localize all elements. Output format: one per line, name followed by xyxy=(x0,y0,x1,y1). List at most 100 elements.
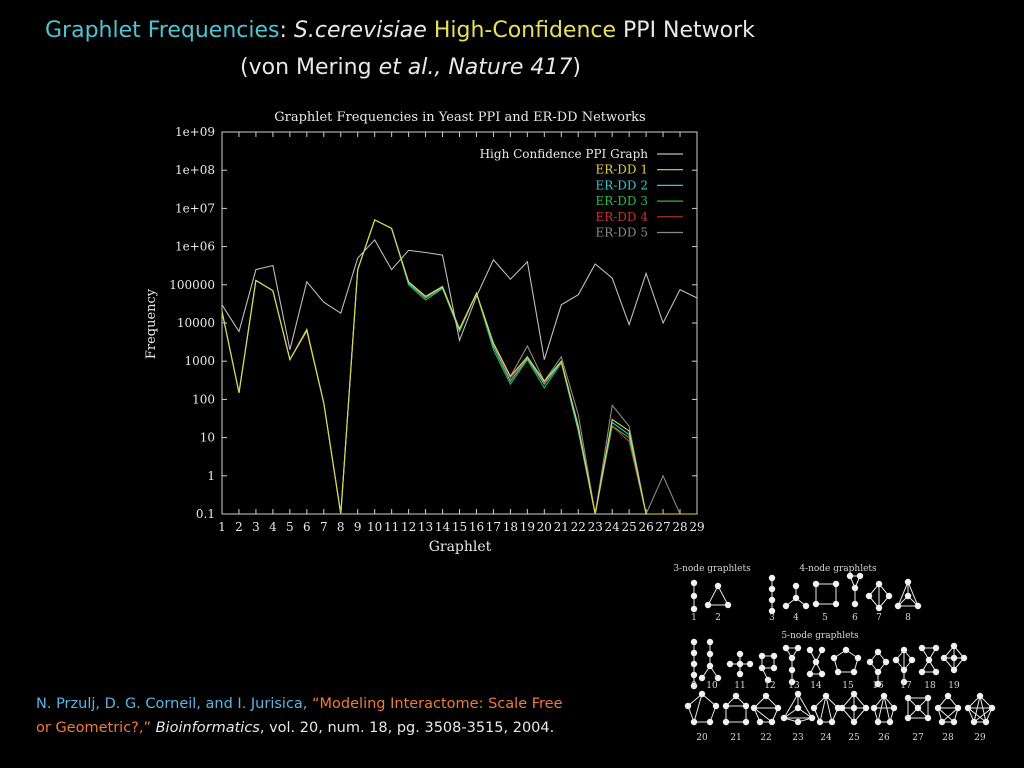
graphlet-node xyxy=(768,585,776,593)
y-tick-label: 100000 xyxy=(169,278,215,292)
graphlet-node xyxy=(742,702,750,710)
graphlet-edge xyxy=(717,585,729,606)
graphlet-node xyxy=(934,704,942,712)
graphlet-node xyxy=(788,678,796,686)
graphlet-node xyxy=(842,646,850,654)
label-5node-graphlets: 5-node graphlets xyxy=(781,631,859,641)
graphlet-node xyxy=(732,692,740,700)
graphlet-4 xyxy=(782,582,810,610)
graphlet-frequency-chart: Graphlet Frequencies in Yeast PPI and ER… xyxy=(144,110,705,555)
graphlet-node xyxy=(794,644,802,652)
graphlet-node xyxy=(764,676,772,684)
graphlet-node xyxy=(834,668,842,676)
graphlet-number: 23 xyxy=(792,733,804,743)
graphlet-node xyxy=(954,704,962,712)
x-tick-label: 5 xyxy=(286,520,294,534)
graphlet-node xyxy=(914,704,922,712)
x-tick-label: 1 xyxy=(218,520,226,534)
graphlet-8 xyxy=(894,578,922,610)
x-tick-label: 4 xyxy=(269,520,277,534)
graphlet-edge xyxy=(973,695,981,723)
title-rest: PPI Network xyxy=(623,18,755,43)
graphlet-node xyxy=(762,692,770,700)
chart-y-axis-label: Frequency xyxy=(144,288,159,359)
x-tick-label: 26 xyxy=(638,520,653,534)
graphlet-node xyxy=(862,704,870,712)
title-colon: : xyxy=(279,18,287,43)
graphlet-edge xyxy=(967,707,987,723)
graphlet-number: 29 xyxy=(974,733,986,743)
graphlet-node xyxy=(722,718,730,726)
graphlet-node xyxy=(792,594,800,602)
graphlet-6 xyxy=(846,572,864,608)
graphlet-node xyxy=(698,690,706,698)
x-tick-label: 22 xyxy=(571,520,586,534)
graphlet-number: 15 xyxy=(842,681,854,691)
citation-rest: , vol. 20, num. 18, pg. 3508-3515, 2004. xyxy=(259,720,555,736)
graphlet-29 xyxy=(964,692,996,726)
legend-label: High Confidence PPI Graph xyxy=(480,147,649,161)
graphlet-node xyxy=(816,718,824,726)
graphlet-number: 11 xyxy=(734,681,745,691)
graphlet-node xyxy=(690,638,698,646)
graphlet-node xyxy=(882,658,890,666)
graphlet-node xyxy=(812,658,820,666)
graphlet-node xyxy=(714,582,722,590)
graphlet-edge xyxy=(797,693,813,719)
x-tick-label: 10 xyxy=(367,520,382,534)
graphlet-number: 7 xyxy=(876,613,882,623)
graphlet-node xyxy=(925,656,933,664)
graphlet-node xyxy=(874,718,882,726)
x-tick-label: 20 xyxy=(537,520,552,534)
graphlet-node xyxy=(806,646,814,654)
graphlet-3 xyxy=(768,574,776,615)
graphlet-node xyxy=(918,644,926,652)
series-line xyxy=(221,219,697,515)
graphlet-node xyxy=(792,582,800,590)
graphlet-12 xyxy=(758,652,778,684)
graphlet-node xyxy=(770,652,778,660)
graphlet-number: 4 xyxy=(793,613,799,623)
graphlet-edge xyxy=(707,585,719,606)
graphlet-node xyxy=(970,718,978,726)
graphlet-node xyxy=(690,671,698,679)
x-tick-label: 19 xyxy=(520,520,535,534)
graphlet-node xyxy=(808,714,816,722)
graphlet-node xyxy=(851,600,859,608)
graphlet-number: 28 xyxy=(942,733,954,743)
graphlet-node xyxy=(932,668,940,676)
graphlet-node xyxy=(908,656,916,664)
graphlet-edge xyxy=(941,707,959,723)
graphlet-node xyxy=(924,694,932,702)
subtitle-open: (von Mering xyxy=(240,55,372,80)
graphlet-node xyxy=(900,646,908,654)
graphlet-node xyxy=(890,704,898,712)
graphlet-node xyxy=(756,718,764,726)
graphlet-number: 19 xyxy=(948,681,960,691)
graphlet-node xyxy=(782,644,790,652)
graphlet-node xyxy=(938,718,946,726)
graphlet-node xyxy=(885,592,893,600)
x-tick-label: 3 xyxy=(252,520,260,534)
legend-label: ER-DD 1 xyxy=(595,163,648,177)
y-tick-label: 1e+07 xyxy=(175,201,215,215)
x-tick-label: 24 xyxy=(605,520,621,534)
y-tick-label: 1e+08 xyxy=(175,163,215,177)
series-line xyxy=(221,219,697,516)
graphlet-edge xyxy=(937,707,955,723)
graphlet-node xyxy=(758,652,766,660)
x-tick-label: 8 xyxy=(337,520,345,534)
slide-title: Graphlet Frequencies: S.cerevisiae High-… xyxy=(45,18,755,43)
graphlet-node xyxy=(690,579,698,587)
graphlet-26 xyxy=(870,692,898,726)
graphlet-node xyxy=(768,718,776,726)
graphlet-9 xyxy=(690,638,698,690)
citation-journal: Bioinformatics xyxy=(155,720,260,736)
title-part-graphlet: Graphlet Frequencies xyxy=(45,18,280,43)
series-line xyxy=(221,219,697,515)
citation-line-2: or Geometric?,” Bioinformatics, vol. 20,… xyxy=(36,716,563,740)
graphlet-node xyxy=(690,682,698,690)
legend-label: ER-DD 3 xyxy=(595,194,648,208)
graphlet-14 xyxy=(806,646,826,678)
chart-x-axis-label: Graphlet xyxy=(429,539,492,555)
